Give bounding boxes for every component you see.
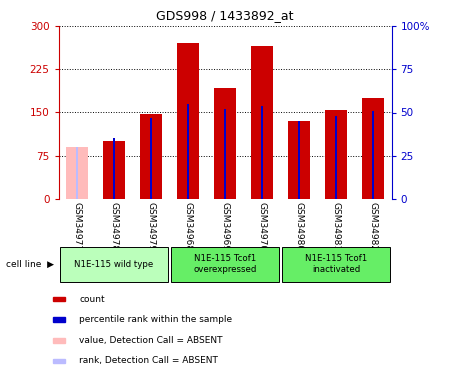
Text: cell line  ▶: cell line ▶: [6, 260, 54, 269]
Bar: [297, 121, 301, 199]
Bar: [140, 114, 162, 199]
Text: GSM34968: GSM34968: [184, 202, 193, 252]
Text: GSM34979: GSM34979: [147, 202, 156, 252]
Text: GSM34982: GSM34982: [369, 202, 378, 252]
Text: N1E-115 Tcof1
inactivated: N1E-115 Tcof1 inactivated: [305, 254, 367, 274]
Bar: [177, 44, 199, 199]
Bar: [103, 141, 125, 199]
Text: GSM34978: GSM34978: [109, 202, 118, 252]
Text: rank, Detection Call = ABSENT: rank, Detection Call = ABSENT: [79, 356, 218, 365]
Bar: [112, 138, 116, 199]
Bar: [53, 317, 65, 322]
Text: count: count: [79, 295, 105, 304]
Text: GSM34977: GSM34977: [72, 202, 81, 252]
FancyBboxPatch shape: [171, 247, 279, 282]
Bar: [251, 46, 273, 199]
Text: N1E-115 Tcof1
overexpressed: N1E-115 Tcof1 overexpressed: [194, 254, 256, 274]
Bar: [76, 147, 78, 199]
Bar: [66, 147, 88, 199]
Text: GSM34969: GSM34969: [220, 202, 230, 252]
Bar: [53, 338, 65, 343]
FancyBboxPatch shape: [59, 247, 168, 282]
Text: GSM34981: GSM34981: [332, 202, 341, 252]
Bar: [362, 98, 384, 199]
Bar: [372, 111, 374, 199]
Bar: [224, 109, 226, 199]
Bar: [214, 88, 236, 199]
Text: GSM34970: GSM34970: [257, 202, 266, 252]
FancyBboxPatch shape: [282, 247, 391, 282]
Text: GSM34980: GSM34980: [294, 202, 303, 252]
Bar: [334, 116, 338, 199]
Text: percentile rank within the sample: percentile rank within the sample: [79, 315, 232, 324]
Text: value, Detection Call = ABSENT: value, Detection Call = ABSENT: [79, 336, 223, 345]
Bar: [261, 106, 264, 199]
Bar: [53, 297, 65, 302]
Text: N1E-115 wild type: N1E-115 wild type: [74, 260, 153, 269]
Bar: [186, 104, 189, 199]
Bar: [53, 358, 65, 363]
Bar: [325, 110, 347, 199]
Bar: [288, 121, 310, 199]
Bar: [149, 118, 153, 199]
Title: GDS998 / 1433892_at: GDS998 / 1433892_at: [156, 9, 294, 22]
